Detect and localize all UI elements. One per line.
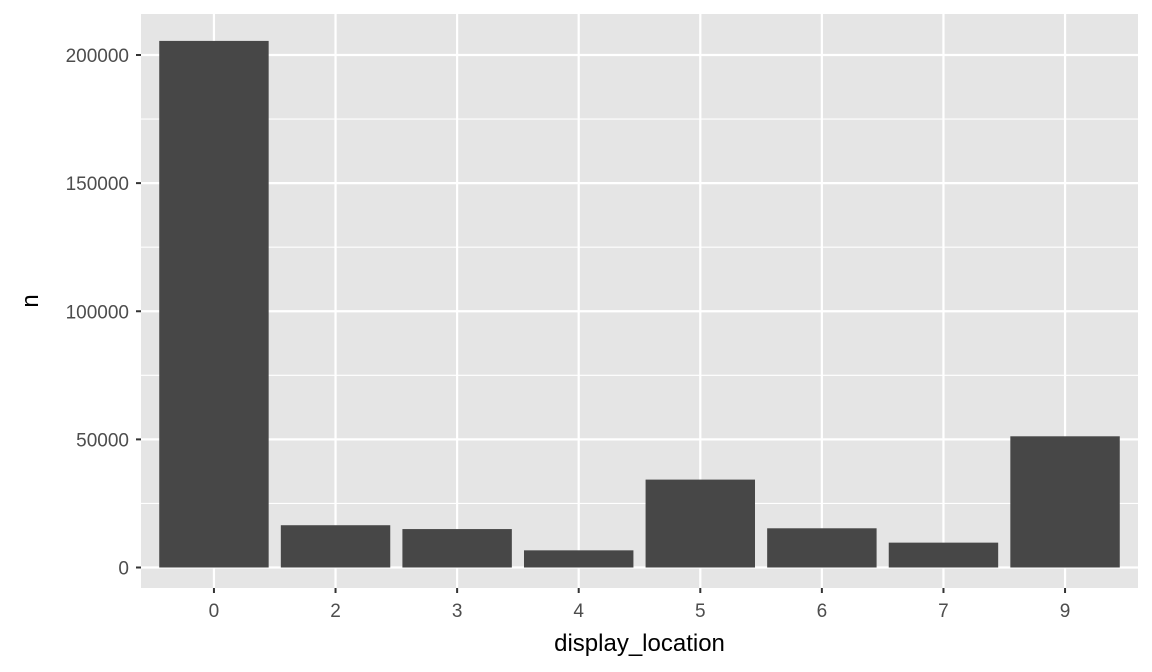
bar (767, 528, 877, 568)
bar (280, 525, 391, 568)
bar (888, 542, 999, 568)
plot-panel (141, 14, 1138, 588)
bar (159, 40, 269, 568)
grid-minor (141, 118, 1138, 504)
y-axis-title: n (17, 294, 44, 307)
bar (645, 479, 756, 568)
y-tick-label: 200000 (66, 46, 129, 67)
x-tick-label: 9 (1060, 601, 1071, 622)
bar (523, 550, 634, 568)
x-tick-label: 2 (330, 601, 341, 622)
x-tick-label: 5 (695, 601, 706, 622)
x-axis: 0 2 3 4 5 6 7 9 (209, 588, 1071, 622)
x-tick-label: 6 (817, 601, 828, 622)
bar (402, 529, 512, 568)
y-tick-label: 0 (118, 559, 129, 580)
x-tick-label: 4 (573, 601, 584, 622)
bar (1010, 436, 1120, 568)
x-tick-label: 3 (452, 601, 463, 622)
x-axis-title: display_location (554, 630, 725, 657)
y-tick-label: 50000 (76, 430, 129, 451)
y-tick-label: 150000 (66, 174, 129, 195)
y-tick-label: 100000 (66, 302, 129, 323)
x-tick-label: 7 (938, 601, 949, 622)
y-axis: 0 50000 100000 150000 200000 (66, 46, 141, 580)
bars (159, 40, 1120, 568)
x-tick-label: 0 (209, 601, 220, 622)
